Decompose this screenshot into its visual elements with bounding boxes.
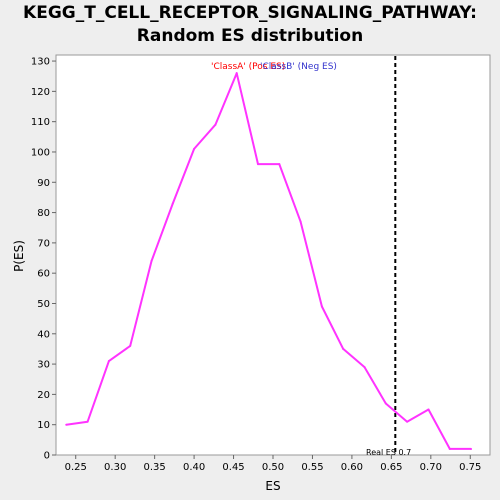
data-point <box>406 420 409 423</box>
y-tick-label: 90 <box>37 178 50 189</box>
y-tick-label: 110 <box>31 117 50 128</box>
y-tick-label: 120 <box>31 87 50 98</box>
neg-class-label: 'ClassB' (Neg ES) <box>260 62 337 72</box>
chart-title-line-2: Random ES distribution <box>136 26 364 46</box>
data-point <box>107 360 110 363</box>
series-group <box>65 72 473 450</box>
y-tick-label: 50 <box>37 299 50 310</box>
x-tick-label: 0.70 <box>420 462 442 473</box>
x-tick-label: 0.50 <box>262 462 284 473</box>
data-point <box>129 344 132 347</box>
x-tick-label: 0.60 <box>341 462 363 473</box>
data-point <box>427 408 430 411</box>
y-tick-label: 0 <box>44 451 50 462</box>
data-point <box>278 163 281 166</box>
x-tick-label: 0.25 <box>65 462 87 473</box>
pos-class-label: 'ClassA' (Pos ES) <box>211 62 285 72</box>
axes: 0.25 0.30 0.35 0.40 0.45 0.50 0.55 0.60 0.65 0.70… <box>31 57 481 473</box>
y-axis-label: P(ES) <box>12 240 26 272</box>
data-point <box>470 447 473 450</box>
x-axis-label: ES <box>265 479 280 493</box>
data-point <box>448 447 451 450</box>
data-point <box>150 260 153 263</box>
data-point <box>299 220 302 223</box>
data-point <box>235 72 238 75</box>
plot-area <box>55 54 491 456</box>
y-tick-label: 130 <box>31 57 50 68</box>
data-point <box>86 420 89 423</box>
data-point <box>363 366 366 369</box>
es-distribution-line <box>66 72 472 450</box>
data-point <box>257 163 260 166</box>
chart-title: KEGG_T_CELL_RECEPTOR_SIGNALING_PATHWAY: … <box>0 2 500 48</box>
y-tick-label: 70 <box>37 238 50 249</box>
data-point <box>193 147 196 150</box>
y-tick-label: 100 <box>31 147 50 158</box>
data-point <box>65 423 68 426</box>
data-point <box>320 305 323 308</box>
y-tick-label: 30 <box>37 360 50 371</box>
data-point <box>214 123 217 126</box>
y-tick-label: 20 <box>37 390 50 401</box>
x-tick-label: 0.30 <box>104 462 126 473</box>
x-tick-label: 0.65 <box>380 462 402 473</box>
x-tick-label: 0.75 <box>459 462 481 473</box>
chart-title-line-1: KEGG_T_CELL_RECEPTOR_SIGNALING_PATHWAY: <box>23 3 477 23</box>
x-tick-label: 0.55 <box>301 462 323 473</box>
real-es-label: Real ES 0.7 <box>366 448 411 457</box>
y-tick-label: 60 <box>37 269 50 280</box>
y-tick-label: 80 <box>37 208 50 219</box>
x-tick-label: 0.45 <box>222 462 244 473</box>
x-tick-label: 0.40 <box>183 462 205 473</box>
y-tick-label: 40 <box>37 329 50 340</box>
data-point <box>171 202 174 205</box>
data-point <box>342 347 345 350</box>
y-tick-label: 10 <box>37 420 50 431</box>
x-tick-label: 0.35 <box>144 462 166 473</box>
data-point <box>384 402 387 405</box>
